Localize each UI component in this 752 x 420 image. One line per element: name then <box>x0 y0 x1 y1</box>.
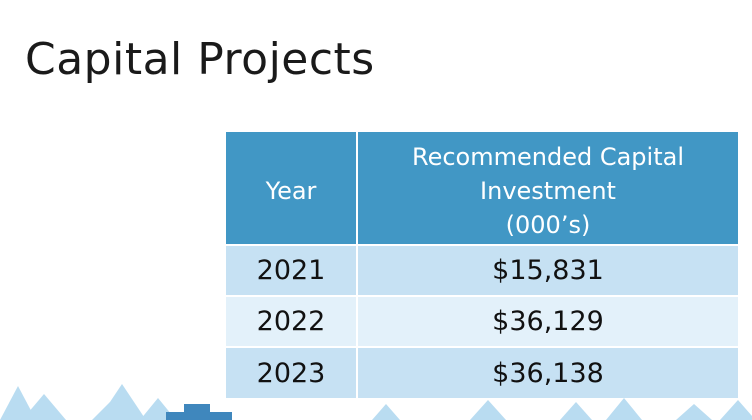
year-cell: 2021 <box>226 245 358 296</box>
table-header-row: Year Recommended Capital Investment (000… <box>226 132 738 245</box>
investment-cell: $15,831 <box>357 245 738 296</box>
investment-header-line-2: Investment <box>480 177 616 205</box>
investment-column-header: Recommended Capital Investment (000’s) <box>357 132 738 245</box>
year-cell: 2022 <box>226 296 358 347</box>
table-row: 2021 $15,831 <box>226 245 738 296</box>
investment-header-line-3: (000’s) <box>505 211 591 239</box>
table-row: 2023 $36,138 <box>226 347 738 398</box>
slide-title: Capital Projects <box>25 34 375 85</box>
year-header-label: Year <box>265 177 317 205</box>
investment-cell: $36,138 <box>357 347 738 398</box>
year-cell: 2023 <box>226 347 358 398</box>
table-row: 2022 $36,129 <box>226 296 738 347</box>
investment-cell: $36,129 <box>357 296 738 347</box>
investment-header-line-1: Recommended Capital <box>412 143 684 171</box>
capital-investment-table: Year Recommended Capital Investment (000… <box>226 132 738 398</box>
year-column-header: Year <box>226 132 358 245</box>
